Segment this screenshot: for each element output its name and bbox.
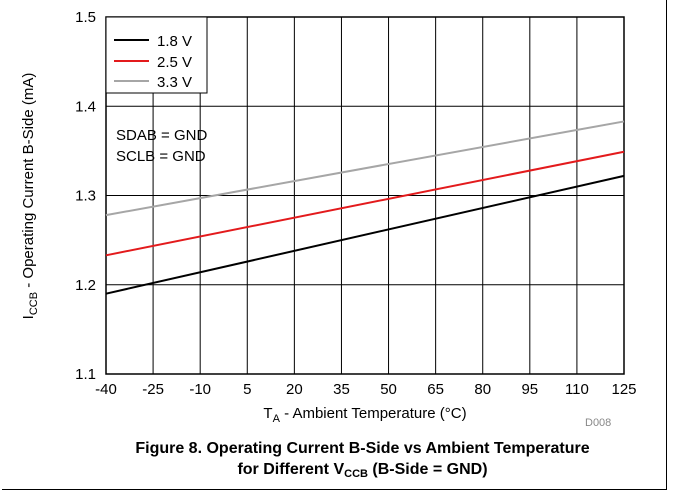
x-tick-label: 20 xyxy=(286,381,303,398)
x-tick-label: 5 xyxy=(243,381,251,398)
legend-label-2: 2.5 V xyxy=(157,54,192,71)
y-tick-label: 1.2 xyxy=(75,277,96,294)
x-tick-label: -10 xyxy=(189,381,211,398)
x-tick-label: 110 xyxy=(565,381,589,398)
caption-line-1: Figure 8. Operating Current B-Side vs Am… xyxy=(135,440,590,457)
series-line-2 xyxy=(105,150,625,257)
annotation-sdab: SDAB = GND xyxy=(116,127,207,144)
x-tick-label: 80 xyxy=(474,381,491,398)
figure-frame xyxy=(2,0,667,490)
line-chart: -40 -25 -10 5 20 35 50 65 80 95 110 125 1.11.21.31.… xyxy=(20,9,637,429)
figure-code: D008 xyxy=(585,417,611,429)
x-tick-label: 125 xyxy=(611,381,636,398)
series-lines xyxy=(105,120,625,295)
y-tick-label: 1.4 xyxy=(75,98,96,115)
x-tick-label: -25 xyxy=(142,381,164,398)
y-tick-label: 1.5 xyxy=(75,9,96,26)
x-tick-labels: -40 -25 -10 5 20 35 50 65 80 95 110 125 xyxy=(95,381,636,398)
annotation-sclb: SCLB = GND xyxy=(116,148,206,165)
legend: 1.8 V 2.5 V 3.3 V xyxy=(105,16,208,94)
y-tick-labels: 1.1 1.2 1.3 1.4 1.5 xyxy=(75,9,96,383)
x-tick-label: 95 xyxy=(521,381,538,398)
x-tick-label: -40 xyxy=(95,381,117,398)
y-tick-label: 1.1 xyxy=(75,366,96,383)
legend-label-3: 3.3 V xyxy=(157,74,192,91)
y-tick-label: 1.3 xyxy=(75,188,96,205)
series-line-1 xyxy=(105,174,625,295)
x-tick-label: 35 xyxy=(333,381,350,398)
plot-area xyxy=(105,16,625,375)
y-axis-label: ICCB - Operating Current B-Side (mA) xyxy=(20,73,40,320)
x-tick-label: 50 xyxy=(380,381,397,398)
legend-label-1: 1.8 V xyxy=(157,33,192,50)
figure-caption: Figure 8. Operating Current B-Side vs Am… xyxy=(60,438,665,485)
x-tick-label: 65 xyxy=(427,381,444,398)
series-line-3 xyxy=(105,120,625,217)
x-axis-label: TA - Ambient Temperature (°C) xyxy=(263,405,466,425)
caption-line-2: for Different VCCB (B-Side = GND) xyxy=(237,461,488,480)
